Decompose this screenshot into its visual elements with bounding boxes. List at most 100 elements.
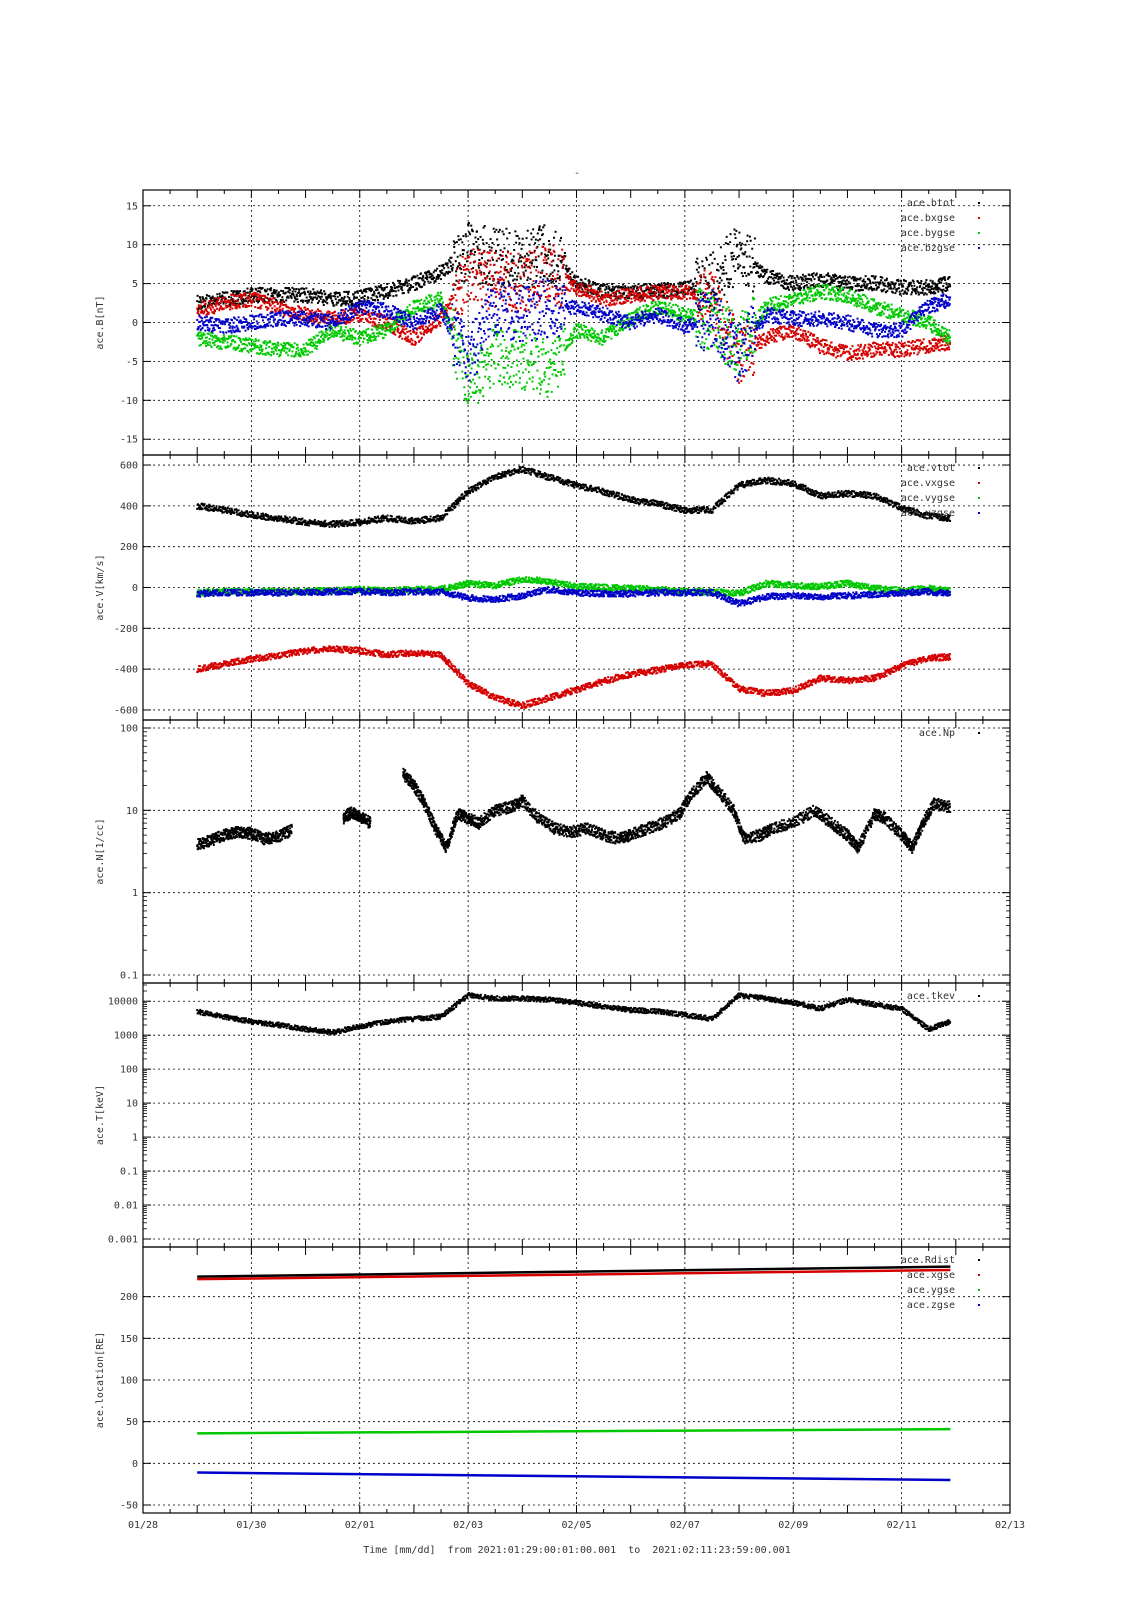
data-point bbox=[722, 272, 725, 275]
data-point bbox=[230, 342, 233, 345]
data-point bbox=[530, 260, 533, 263]
data-point bbox=[591, 283, 594, 286]
data-point bbox=[242, 305, 245, 308]
data-point bbox=[863, 345, 866, 348]
data-point bbox=[609, 297, 612, 300]
data-point bbox=[568, 267, 571, 270]
data-point bbox=[716, 303, 719, 306]
data-point bbox=[913, 288, 916, 291]
data-point bbox=[486, 262, 489, 265]
data-point bbox=[891, 281, 894, 284]
data-point bbox=[868, 287, 871, 290]
data-point bbox=[882, 347, 885, 350]
data-point bbox=[712, 279, 715, 282]
data-point bbox=[243, 294, 246, 297]
data-point bbox=[342, 331, 345, 334]
data-point bbox=[487, 259, 490, 262]
data-point bbox=[734, 236, 737, 239]
data-point bbox=[865, 287, 868, 290]
data-point bbox=[872, 352, 875, 355]
data-point bbox=[381, 288, 384, 291]
data-point bbox=[435, 305, 438, 308]
data-point bbox=[470, 249, 473, 252]
data-point bbox=[379, 286, 382, 289]
data-point bbox=[423, 283, 426, 286]
data-point bbox=[556, 273, 559, 276]
data-point bbox=[424, 302, 427, 305]
data-point bbox=[348, 298, 351, 301]
data-point bbox=[605, 285, 608, 288]
data-point bbox=[872, 275, 875, 278]
data-point bbox=[508, 386, 511, 389]
data-point bbox=[674, 286, 677, 289]
data-point bbox=[738, 361, 741, 364]
data-point bbox=[310, 344, 313, 347]
data-point bbox=[255, 346, 258, 349]
data-point bbox=[348, 297, 351, 300]
data-point bbox=[371, 336, 374, 339]
data-point bbox=[637, 298, 640, 301]
data-point bbox=[893, 350, 896, 353]
data-point bbox=[497, 363, 500, 366]
data-point bbox=[784, 335, 787, 338]
data-point bbox=[847, 280, 850, 283]
data-point bbox=[298, 307, 301, 310]
data-point bbox=[537, 355, 540, 358]
data-point bbox=[317, 295, 320, 298]
data-point bbox=[719, 246, 722, 249]
data-point bbox=[435, 326, 438, 329]
data-point bbox=[854, 349, 857, 352]
data-point bbox=[753, 237, 756, 240]
data-point bbox=[353, 295, 356, 298]
data-point bbox=[626, 295, 629, 298]
data-point bbox=[839, 355, 842, 358]
data-point bbox=[371, 332, 374, 335]
data-point bbox=[677, 282, 680, 285]
data-point bbox=[890, 350, 893, 353]
data-point bbox=[532, 228, 535, 231]
data-point bbox=[765, 279, 768, 282]
data-point bbox=[749, 351, 752, 354]
data-point bbox=[265, 290, 268, 293]
data-point bbox=[536, 369, 539, 372]
data-point bbox=[422, 328, 425, 331]
data-point bbox=[745, 255, 748, 258]
data-point bbox=[866, 283, 869, 286]
data-point bbox=[599, 302, 602, 305]
data-point bbox=[307, 300, 310, 303]
data-point bbox=[229, 336, 232, 339]
data-point bbox=[835, 347, 838, 350]
data-point bbox=[798, 337, 801, 340]
data-point bbox=[632, 293, 635, 296]
data-point bbox=[500, 356, 503, 359]
data-point bbox=[607, 291, 610, 294]
data-point bbox=[918, 349, 921, 352]
data-point bbox=[377, 313, 380, 316]
data-point bbox=[596, 295, 599, 298]
data-point bbox=[741, 242, 744, 245]
data-point bbox=[471, 230, 474, 233]
data-point bbox=[928, 283, 931, 286]
data-point bbox=[468, 231, 471, 234]
data-point bbox=[466, 254, 469, 257]
data-point bbox=[222, 334, 225, 337]
data-point bbox=[438, 312, 441, 315]
data-point bbox=[630, 293, 633, 296]
data-point bbox=[330, 318, 333, 321]
data-point bbox=[289, 288, 292, 291]
data-point bbox=[700, 318, 703, 321]
data-point bbox=[213, 341, 216, 344]
data-point bbox=[261, 298, 264, 301]
data-point bbox=[426, 328, 429, 331]
data-point bbox=[348, 308, 351, 311]
data-point bbox=[537, 271, 540, 274]
data-point bbox=[205, 310, 208, 313]
data-point bbox=[844, 282, 847, 285]
data-point bbox=[228, 301, 231, 304]
data-point bbox=[614, 291, 617, 294]
data-point bbox=[421, 309, 424, 312]
data-point bbox=[548, 275, 551, 278]
data-point bbox=[372, 320, 375, 323]
data-point bbox=[345, 336, 348, 339]
data-point bbox=[656, 288, 659, 291]
